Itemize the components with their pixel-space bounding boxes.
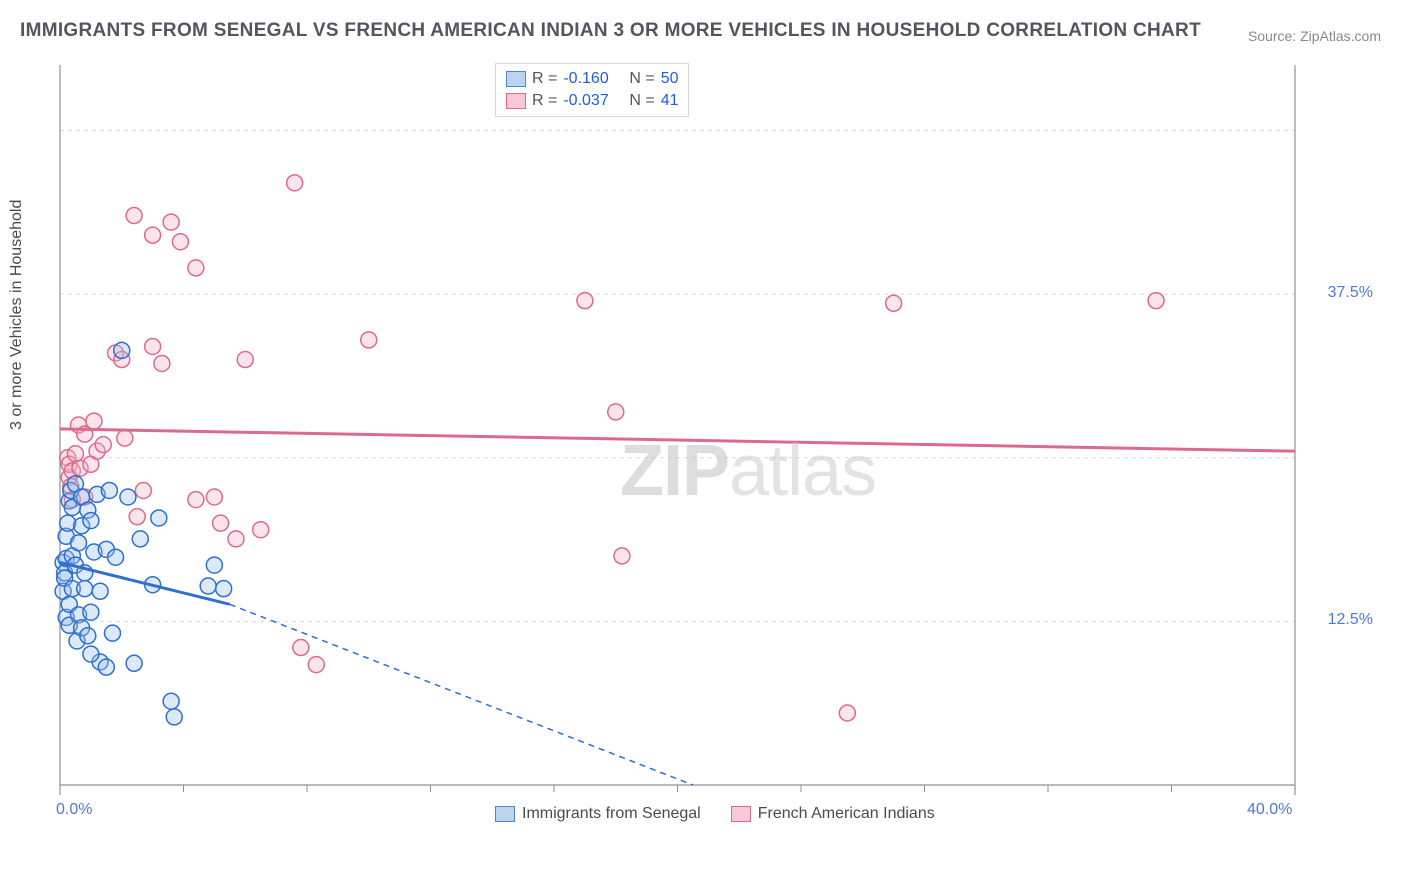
y-tick-label: 37.5%	[1303, 284, 1373, 302]
y-axis-label: 3 or more Vehicles in Household	[8, 200, 26, 430]
correlation-legend: R = -0.160 N = 50 R = -0.037 N = 41	[495, 63, 689, 117]
x-tick-label: 0.0%	[56, 801, 92, 819]
swatch-senegal	[495, 806, 515, 822]
source-attribution: Source: ZipAtlas.com	[1248, 28, 1381, 44]
x-tick-label: 40.0%	[1247, 801, 1292, 819]
swatch-french-ai	[731, 806, 751, 822]
r-label: R =	[532, 68, 557, 90]
r-value-french-ai: -0.037	[563, 90, 617, 112]
legend-row-senegal: R = -0.160 N = 50	[506, 68, 678, 90]
legend-item-senegal: Immigrants from Senegal	[495, 805, 701, 823]
legend-item-french-ai: French American Indians	[731, 805, 935, 823]
swatch-french-ai	[506, 93, 526, 109]
n-label: N =	[629, 90, 654, 112]
legend-label-french-ai: French American Indians	[758, 805, 935, 823]
legend-label-senegal: Immigrants from Senegal	[522, 805, 701, 823]
r-value-senegal: -0.160	[563, 68, 617, 90]
series-legend: Immigrants from Senegal French American …	[495, 805, 935, 823]
n-value-senegal: 50	[661, 68, 679, 90]
n-value-french-ai: 41	[661, 90, 679, 112]
swatch-senegal	[506, 71, 526, 87]
chart-title: IMMIGRANTS FROM SENEGAL VS FRENCH AMERIC…	[20, 20, 1201, 42]
r-label: R =	[532, 90, 557, 112]
y-tick-label: 12.5%	[1303, 611, 1373, 629]
n-label: N =	[629, 68, 654, 90]
chart-container: R = -0.160 N = 50 R = -0.037 N = 41 Immi…	[50, 60, 1380, 820]
legend-row-french-ai: R = -0.037 N = 41	[506, 90, 678, 112]
scatter-plot	[50, 60, 1380, 820]
